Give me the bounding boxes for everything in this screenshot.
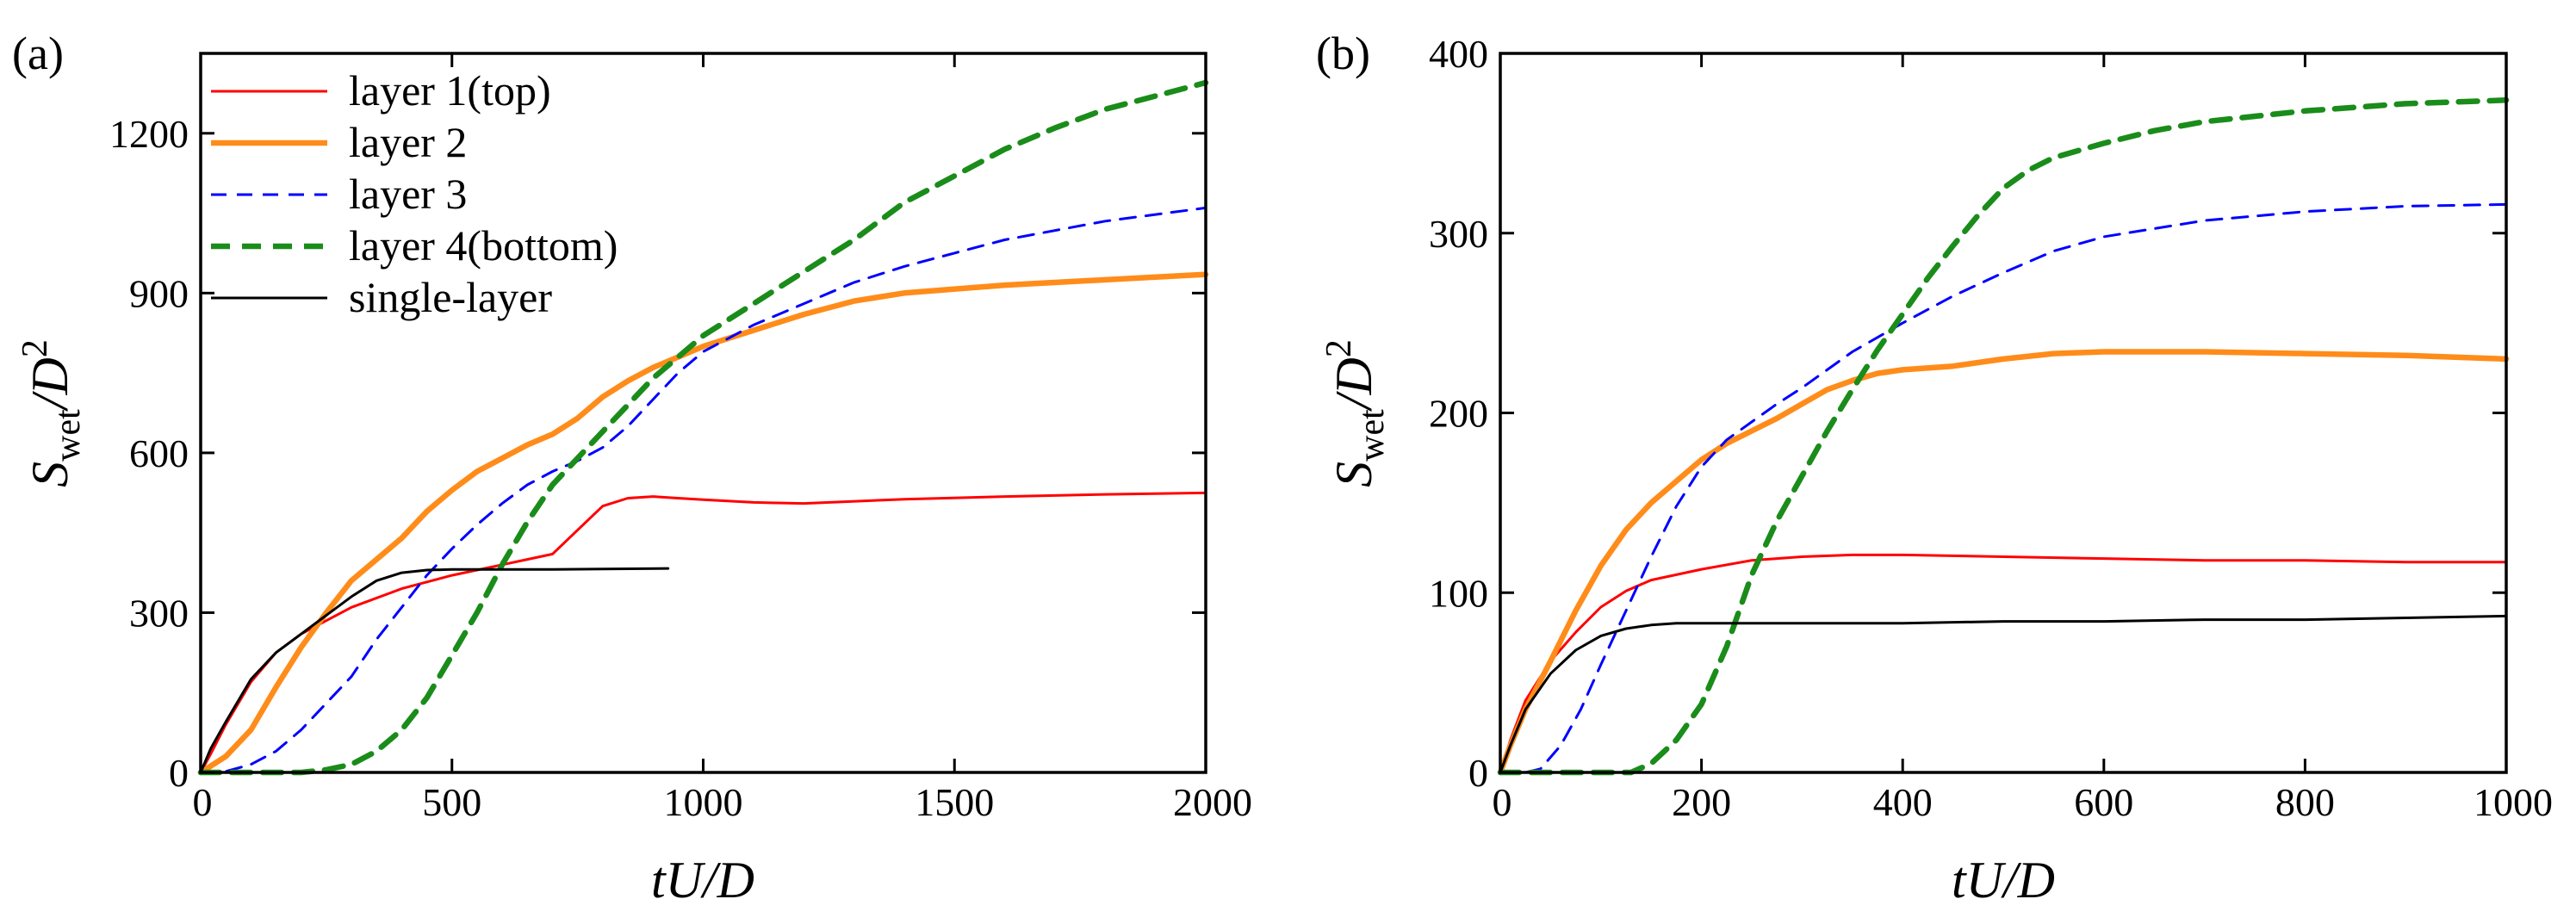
panel-a-ticks-group: 0 500 1000 1500 2000 0 300 600 900 1200 <box>109 53 1252 824</box>
panel-a-series-group <box>197 79 1209 776</box>
panel-a-xlabel-t: t <box>651 852 667 908</box>
panel-a-xtick-label: 1500 <box>915 780 994 824</box>
panel-a-ytick-label: 1200 <box>109 112 189 156</box>
panel-b-ylabel-sup: 2 <box>1319 339 1359 357</box>
panel-b-y-axis-title: Swet/D2 <box>1319 339 1392 487</box>
panel-a-x-axis-title: tU/D <box>651 852 754 908</box>
panel-a-ylabel-d: D <box>22 357 78 395</box>
panel-a-ytick-label: 300 <box>129 591 189 635</box>
panel-a-series-single-layer <box>199 567 670 774</box>
panel-b-ytick-label: 100 <box>1429 571 1488 615</box>
panel-b-x-axis-title: tU/D <box>1952 852 2055 908</box>
panel-b-xtick-label: 1000 <box>2474 780 2553 824</box>
legend-label: layer 3 <box>349 170 467 218</box>
panel-b-xtick-label: 200 <box>1672 780 1731 824</box>
panel-b-ytick-label: 200 <box>1429 392 1488 436</box>
panel-b-xlabel-t: t <box>1952 852 1967 908</box>
panel-b-ticks-group: 0 200 400 600 800 1000 0 100 200 300 400 <box>1429 32 2553 824</box>
panel-b-label: (b) <box>1316 28 1370 79</box>
panel-b-plot-frame <box>1499 52 2508 774</box>
panel-a-ytick-label: 600 <box>129 431 189 475</box>
panel-a-xtick-label: 1000 <box>664 780 743 824</box>
panel-b-ytick-label: 300 <box>1429 212 1488 256</box>
panel-b-series-layer-2 <box>1497 349 2510 776</box>
panel-b-xlabel-u: U <box>1966 852 2007 908</box>
panel-b-series-layer-4-bottom <box>1497 97 2510 776</box>
panel-a-ylabel-s: S <box>22 462 78 487</box>
panel-a-series-layer-4-bottom <box>197 79 1209 776</box>
panel-a-xtick-label: 2000 <box>1173 780 1252 824</box>
panel-b-xtick-label: 0 <box>1493 780 1512 824</box>
panel-b-series-group <box>1497 97 2510 776</box>
panel-a-xlabel-u: U <box>666 852 706 908</box>
panel-b-ylabel-s: S <box>1325 462 1382 487</box>
panel-a-series-layer-3 <box>199 206 1207 774</box>
panel-a-label: (a) <box>12 28 64 79</box>
legend-label: layer 4(bottom) <box>349 221 618 270</box>
panel-b-ytick-label: 400 <box>1429 32 1488 76</box>
panel-b-series-layer-1-top <box>1499 553 2508 774</box>
panel-b-series-single-layer <box>1499 614 2508 774</box>
legend-label: single-layer <box>349 273 552 321</box>
panel-b-xlabel-d: D <box>2017 852 2055 908</box>
panel-a-series-layer-1-top <box>199 491 1207 774</box>
panel-a-series-layer-2 <box>197 271 1209 776</box>
panel-a-xtick-label: 500 <box>422 780 481 824</box>
panel-b-ytick-label: 0 <box>1468 751 1488 795</box>
panel-a-y-axis-title: Swet/D2 <box>16 339 88 487</box>
panel-b-xtick-label: 800 <box>2275 780 2335 824</box>
panel-a-ylabel-sub: wet <box>48 409 88 462</box>
panel-a-ytick-label: 0 <box>169 751 189 795</box>
panel-a-xlabel-d: D <box>717 852 754 908</box>
panel-a-ytick-label: 900 <box>129 271 189 315</box>
legend-label: layer 2 <box>349 118 467 166</box>
panel-b-ylabel-d: D <box>1325 357 1382 395</box>
legend-label: layer 1(top) <box>349 66 551 115</box>
panel-a-xtick-label: 0 <box>193 780 213 824</box>
panel-a: (a) 0 500 1000 1500 2000 0 300 600 900 1200 layer… <box>12 28 1252 908</box>
panel-a-ylabel-sup: 2 <box>16 339 55 357</box>
panel-b-series-layer-3 <box>1499 202 2508 774</box>
panel-b-ylabel-sub: wet <box>1352 409 1392 462</box>
panel-b-xtick-label: 600 <box>2074 780 2133 824</box>
panel-b: (b) 0 200 400 600 800 1000 0 100 200 300 400 Swet/… <box>1316 28 2553 908</box>
panel-b-xtick-label: 400 <box>1873 780 1933 824</box>
